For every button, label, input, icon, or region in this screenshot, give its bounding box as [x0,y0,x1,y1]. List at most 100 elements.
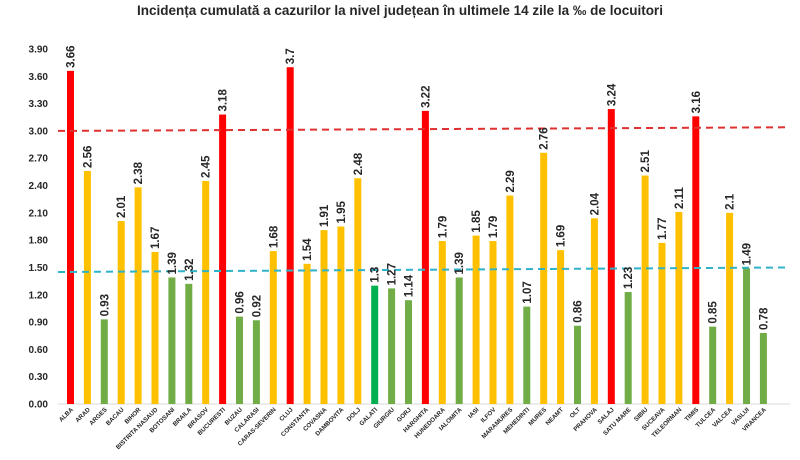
value-label: 1.79 [488,216,500,238]
bar [320,230,328,404]
value-label: 2.38 [133,161,145,184]
value-label: 1.77 [657,217,669,239]
value-label: 1.14 [404,274,416,297]
bar [540,152,548,404]
value-label: 2.56 [82,146,94,168]
value-label: 1.69 [556,225,568,247]
y-tick-label: 2.10 [29,208,49,219]
category-label: IASI [467,406,481,420]
bar [202,180,210,404]
value-label: 1.95 [336,201,348,224]
value-label: 2.29 [505,170,517,192]
bar [726,212,734,404]
value-label: 1.3 [370,267,382,283]
bar [269,251,277,404]
bar [337,226,345,404]
value-label: 1.67 [150,227,162,249]
bar [438,241,446,404]
bar [590,218,598,404]
bar [151,251,159,404]
bar [557,250,565,404]
category-label: MURES [527,406,548,427]
value-label: 2.11 [674,187,686,209]
value-label: 1.27 [387,263,399,285]
bar [83,170,91,404]
value-label: 2.48 [353,152,365,175]
bar [134,187,142,404]
bar [506,195,514,404]
bar [100,319,108,404]
bar [624,292,632,404]
bar [675,211,683,404]
category-label: OLT [569,406,583,420]
bar [472,235,480,404]
value-label: 1.49 [742,243,754,265]
value-label: 0.86 [573,300,585,322]
value-label: 1.39 [454,252,466,274]
value-label: 0.93 [99,294,111,316]
value-label: 2.51 [640,150,652,173]
chart-title: Incidența cumulată a cazurilor la nivel … [137,3,663,18]
bar [67,70,74,404]
value-label: 1.54 [302,238,314,261]
value-label: 2.1 [725,193,737,210]
bar [252,320,260,404]
y-tick-label: 1.80 [29,236,49,247]
value-label: 3.22 [420,86,432,108]
value-label: 2.04 [589,192,601,215]
value-label: 1.79 [437,216,449,238]
value-label: 1.23 [623,267,635,289]
y-tick-label: 0.00 [29,400,49,411]
y-tick-label: 2.40 [29,181,49,192]
bar [236,316,243,404]
value-label: 2.45 [201,155,213,178]
bar [709,326,717,404]
y-tick-label: 2.70 [29,154,49,165]
bar [523,306,531,404]
y-tick-label: 1.50 [29,263,49,274]
bar [692,116,700,404]
value-label: 1.68 [268,225,280,248]
y-tick-label: 1.20 [29,290,49,301]
y-tick-label: 3.00 [29,126,49,137]
value-label: 3.16 [691,91,703,113]
value-label: 3.18 [218,89,230,112]
value-label: 1.85 [471,210,483,233]
y-tick-label: 3.90 [29,45,49,56]
bar [303,263,311,404]
bar [455,277,463,404]
bar [658,242,666,404]
category-label: ALBA [58,406,75,423]
value-label: 1.91 [319,204,331,227]
reference-line [57,126,791,132]
value-label: 1.32 [184,258,196,280]
y-tick-label: 0.90 [29,318,49,329]
value-label: 2.76 [539,127,551,149]
value-label: 0.85 [708,301,720,324]
value-label: 1.07 [522,281,534,303]
bar [388,288,396,404]
bar [574,325,581,404]
bar [168,277,176,404]
bar [371,285,379,404]
bar [185,283,193,404]
bar [117,221,125,404]
bar [286,67,294,404]
bar [607,109,615,405]
category-label: NEAMT [545,406,566,427]
value-label: 3.66 [66,45,78,67]
bar [641,175,649,404]
value-label: 3.24 [606,83,618,106]
category-label: BACAU [105,406,126,427]
y-tick-label: 0.60 [29,345,49,356]
bar [354,178,362,404]
reference-line [57,266,791,274]
value-label: 0.92 [251,295,263,317]
value-label: 1.39 [167,252,179,274]
bar [421,110,429,405]
value-label: 2.01 [116,195,128,218]
value-label: 3.7 [285,48,297,64]
value-label: 0.78 [758,307,770,330]
